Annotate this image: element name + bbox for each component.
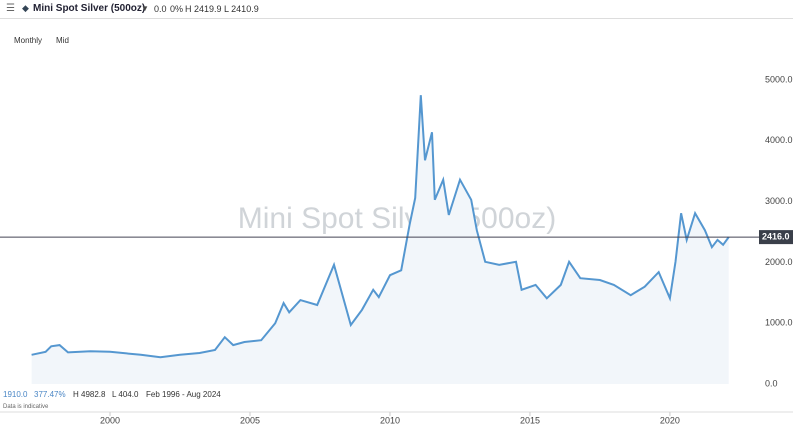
y-tick-label: 3000.0 — [765, 196, 793, 206]
y-tick-label: 1000.0 — [765, 318, 793, 328]
menu-icon[interactable]: ☰ — [6, 3, 15, 14]
y-tick-label: 0.0 — [765, 378, 778, 388]
x-tick-label: 2010 — [380, 415, 400, 425]
change-pct: 0% — [170, 4, 184, 14]
x-tick-label: 2005 — [240, 415, 260, 425]
all-time-high: H 4982.8 — [73, 390, 106, 399]
area — [31, 95, 729, 384]
total-change: 377.47% — [34, 390, 66, 399]
x-tick-label: 2015 — [520, 415, 540, 425]
x-tick-label: 2020 — [660, 415, 680, 425]
all-time-low: L 404.0 — [112, 390, 139, 399]
price-line — [31, 95, 730, 359]
x-tick-label: 2000 — [100, 415, 120, 425]
last-price-box — [759, 230, 793, 245]
date-range: Feb 1996 - Aug 2024 — [146, 390, 221, 399]
top-bar — [0, 0, 793, 19]
dropdown-arrow[interactable]: ▼ — [141, 4, 149, 13]
y-tick-label: 4000.0 — [765, 135, 793, 145]
last-price-label: 2416.0 — [762, 231, 790, 241]
change: 0.0 — [154, 4, 167, 14]
start-value: 1910.0 — [3, 390, 28, 399]
instrument-name[interactable]: Mini Spot Silver (500oz) — [33, 3, 146, 14]
interval[interactable]: Monthly — [14, 36, 43, 45]
high: H 2419.9 — [185, 4, 222, 14]
disclaimer: Data is indicative — [3, 404, 49, 410]
price-type[interactable]: Mid — [56, 36, 69, 45]
tag-icon: ◆ — [22, 3, 29, 13]
y-tick-label: 5000.0 — [765, 74, 793, 84]
watermark: Mini Spot Silver (500oz) — [238, 202, 556, 235]
y-tick-label: 2000.0 — [765, 257, 793, 267]
low: L 2410.9 — [224, 4, 259, 14]
